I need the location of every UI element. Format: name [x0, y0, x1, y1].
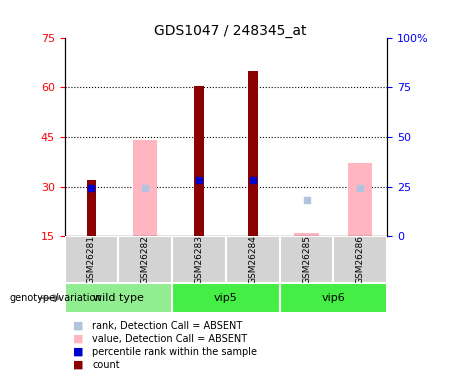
Bar: [133, 140, 157, 236]
Bar: [226, 236, 280, 283]
Bar: [87, 180, 96, 236]
Bar: [194, 86, 204, 236]
Text: genotype/variation: genotype/variation: [9, 293, 102, 303]
Text: wild type: wild type: [93, 293, 144, 303]
Bar: [65, 283, 172, 313]
Text: ■: ■: [73, 321, 83, 331]
Text: GSM26283: GSM26283: [195, 235, 203, 284]
Text: GSM26286: GSM26286: [356, 235, 365, 284]
Text: ■: ■: [73, 334, 83, 344]
Bar: [333, 236, 387, 283]
Text: rank, Detection Call = ABSENT: rank, Detection Call = ABSENT: [92, 321, 242, 331]
Text: value, Detection Call = ABSENT: value, Detection Call = ABSENT: [92, 334, 247, 344]
Bar: [280, 283, 387, 313]
Bar: [172, 283, 280, 313]
Text: ■: ■: [73, 347, 83, 357]
Bar: [280, 236, 333, 283]
Bar: [248, 70, 258, 236]
Text: vip5: vip5: [214, 293, 238, 303]
Text: GSM26282: GSM26282: [141, 235, 150, 284]
Bar: [172, 236, 226, 283]
Text: count: count: [92, 360, 120, 370]
Text: GDS1047 / 248345_at: GDS1047 / 248345_at: [154, 24, 307, 38]
Text: GSM26284: GSM26284: [248, 235, 257, 284]
Bar: [118, 236, 172, 283]
Text: vip6: vip6: [322, 293, 345, 303]
Bar: [295, 233, 319, 236]
Text: GSM26285: GSM26285: [302, 235, 311, 284]
Text: percentile rank within the sample: percentile rank within the sample: [92, 347, 257, 357]
Text: ■: ■: [73, 360, 83, 370]
Bar: [348, 164, 372, 236]
Text: GSM26281: GSM26281: [87, 235, 96, 284]
Bar: [65, 236, 118, 283]
